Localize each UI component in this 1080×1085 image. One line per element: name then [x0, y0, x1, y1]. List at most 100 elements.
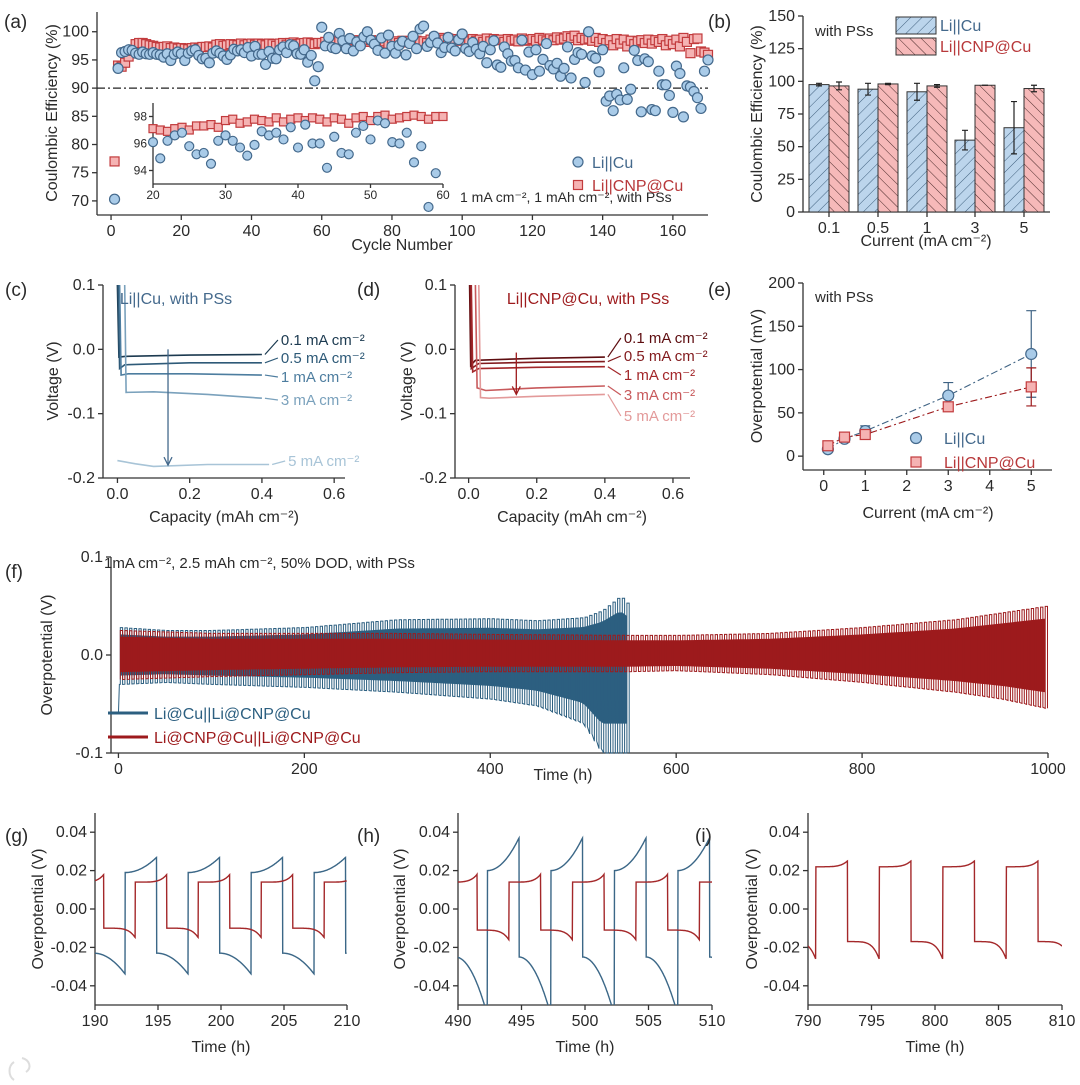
annotation-with-pss: with PSs [814, 289, 873, 306]
y-tick-label: 0.02 [56, 863, 87, 880]
data-point-li-cnp-cu [692, 33, 703, 44]
data-point-li-cu [537, 53, 549, 65]
curve-label: 0.5 mA cm⁻² [624, 348, 708, 365]
data-point-li-cu [259, 58, 272, 71]
x-tick-label: 0.0 [106, 486, 128, 503]
inset-point-li-cu [329, 131, 340, 142]
x-tick-label: 3 [944, 478, 953, 495]
x-tick-label: 0.2 [526, 486, 548, 503]
bar-li-cnp-cu [974, 84, 996, 213]
voltage-curve [478, 284, 605, 400]
y-axis-label: Overpotential (V) [744, 849, 761, 970]
data-point-li-cu [516, 34, 528, 46]
data-point-li-cu [112, 62, 124, 74]
legend-marker-li-cu [909, 431, 923, 445]
data-point-li-cu [561, 41, 574, 53]
x-tick-label: 5 [1020, 220, 1029, 237]
y-tick-label: 0.04 [56, 824, 87, 841]
inset-point-li-cu [249, 139, 260, 150]
x-tick-label: 200 [291, 761, 318, 778]
x-tick-label: 140 [589, 223, 616, 240]
curve-label: 0.1 mA cm⁻² [281, 332, 365, 349]
y-tick-label: 0.0 [81, 647, 103, 664]
inset-point-li-cu [350, 127, 362, 138]
y-tick-label: 85 [71, 108, 89, 125]
y-tick-label: -0.2 [67, 470, 95, 487]
voltage-curve [474, 284, 605, 392]
inset-chart: 20 30 40 50 60 94 96 98 [134, 103, 450, 213]
x-tick-label: 3 [971, 220, 980, 237]
data-point-li-cu [407, 30, 419, 42]
inset-point-li-cu [155, 153, 166, 164]
y-axis-label: Overpotential (V) [30, 849, 47, 970]
data-point-li-cu [649, 105, 661, 117]
inset-point-li-cu [184, 141, 195, 152]
y-tick-label: 50 [777, 405, 795, 422]
arrow-head-icon [511, 386, 521, 396]
data-point-li-cu [456, 28, 468, 40]
data-point-li-cu [942, 389, 955, 402]
y-tick-label: 0.04 [769, 824, 800, 841]
y-tick-label: 0.00 [419, 901, 450, 918]
legend-label-li-cu: Li@Cu||Li@CNP@Cu [154, 706, 311, 723]
curve-label: 3 mA cm⁻² [281, 392, 352, 409]
inset-point-li-cu [205, 158, 217, 169]
panel-title: Li||Cu, with PSs [120, 291, 232, 308]
bar-li-cnp-cu [877, 83, 899, 213]
data-point-li-cu [400, 49, 412, 61]
data-point-li-cu [1025, 347, 1038, 361]
bar-li-cu [808, 84, 830, 213]
voltage-curve [470, 284, 605, 374]
data-point-li-cu [579, 76, 591, 89]
y-tick-label: -0.1 [419, 406, 447, 423]
inset-point-li-cu [321, 162, 333, 173]
x-axis-label: Time (h) [534, 767, 593, 784]
inset-x-tick-label: 60 [436, 188, 450, 202]
y-tick-label: 0.02 [769, 863, 800, 880]
x-axis-label: Current (mA cm⁻²) [860, 233, 991, 250]
panel-label: (h) [357, 826, 380, 847]
data-point-li-cu [449, 45, 461, 57]
panel-c: 0.0 0.2 0.4 0.6 -0.2 -0.1 0.0 0.1 Capacity (mAh … [5, 277, 365, 526]
y-axis-label: Coulombic Efficiency (%) [749, 25, 766, 203]
legend-swatch-li-cu [895, 16, 937, 35]
x-tick-label: 0.6 [323, 486, 345, 503]
legend-label-li-cnp-cu: Li||CNP@Cu [944, 455, 1035, 472]
curve-label: 0.1 mA cm⁻² [624, 330, 708, 347]
bar-li-cnp-cu [1023, 88, 1045, 213]
panel-label: (a) [4, 12, 27, 33]
y-tick-label: 0.1 [425, 277, 447, 294]
voltage-curve [117, 284, 262, 371]
panel-label: (e) [708, 280, 731, 301]
legend-marker-li-cnp-cu [572, 179, 584, 191]
trace-li-cnp-cu-symmetric [119, 605, 1048, 710]
legend-label-li-cu: Li||Cu [592, 155, 633, 172]
data-point-li-cu [691, 92, 704, 104]
y-axis-label: Voltage (V) [45, 341, 62, 420]
trace-li-cnp-cu-symmetric [95, 873, 347, 940]
y-tick-label: 0.0 [425, 341, 447, 358]
label-pointer [607, 366, 622, 376]
x-tick-label: 795 [858, 1013, 885, 1030]
inset-point-li-cnp-cu [438, 111, 448, 122]
y-tick-label: -0.02 [414, 939, 451, 956]
data-point-li-cnp-cu [822, 440, 834, 452]
x-tick-label: 510 [699, 1013, 726, 1030]
legend-marker-li-cu [572, 156, 584, 168]
data-point-li-cu [635, 106, 647, 118]
x-tick-label: 80 [383, 223, 401, 240]
x-tick-label: 400 [477, 761, 504, 778]
x-tick-label: 2 [902, 478, 911, 495]
inset-point-li-cu [423, 201, 434, 213]
y-tick-label: 0.0 [73, 341, 95, 358]
x-tick-label: 210 [334, 1013, 361, 1030]
data-point-li-cu [674, 67, 686, 80]
inset-point-li-cu [394, 138, 405, 149]
label-pointer [264, 397, 279, 401]
label-pointer [607, 385, 622, 396]
inset-point-li-cu [365, 134, 376, 145]
x-tick-label: 205 [271, 1013, 298, 1030]
data-point-li-cu [698, 65, 711, 77]
y-tick-label: 100 [62, 24, 89, 41]
data-point-li-cu [108, 193, 121, 205]
